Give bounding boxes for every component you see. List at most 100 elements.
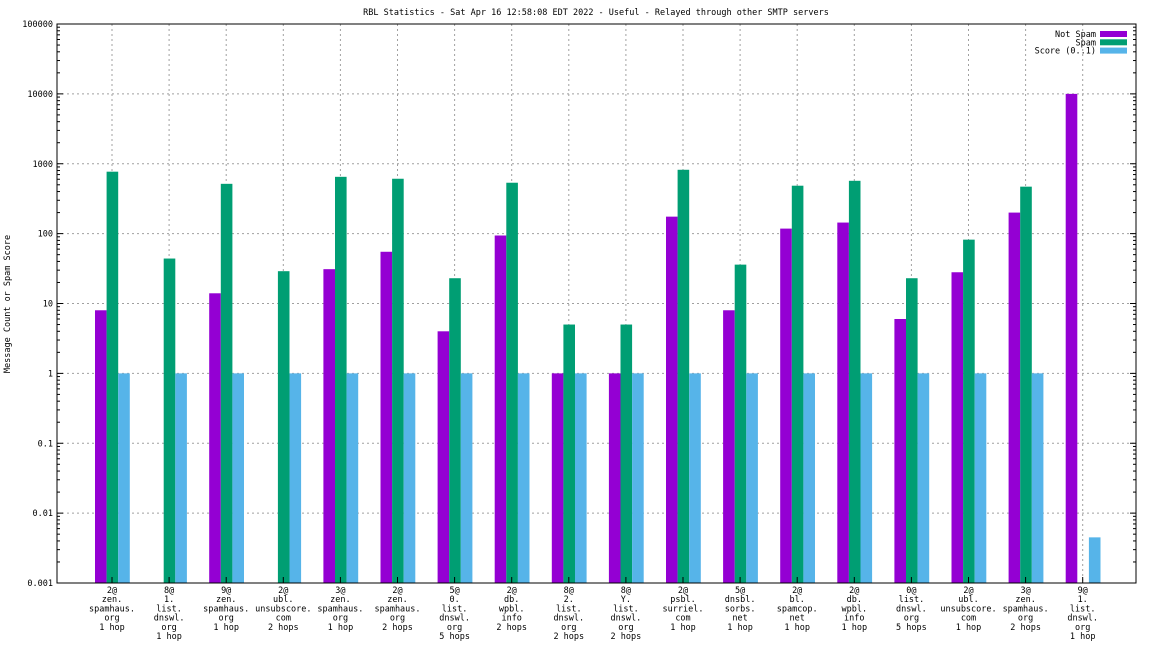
bar-score [632,373,644,583]
x-tick-label: dnswl. [611,614,642,624]
x-tick-label: dnswl. [439,614,470,624]
x-tick-label: org [447,623,462,633]
y-tick-label: 0.1 [38,439,53,449]
legend-swatch [1100,47,1127,54]
x-tick-label: list. [1070,604,1096,614]
x-tick-label: 1 hop [1070,632,1096,642]
x-tick-label: dnswl. [1067,614,1098,624]
bar-score [803,373,815,583]
bar-score [974,373,987,583]
x-tick-label: 2@ [849,586,859,596]
x-tick-label: 8@ [564,586,574,596]
x-tick-label: ubl. [958,595,978,605]
bar-spam [791,185,804,583]
x-tick-label: zen. [102,595,122,605]
x-tick-label: 2@ [507,586,517,596]
x-tick-label: 1 hop [956,623,982,633]
x-tick-label: 3@ [335,586,345,596]
x-tick-label: net [732,614,747,624]
x-tick-label: 5 hops [439,632,470,642]
x-tick-label: org [1075,623,1090,633]
x-tick-label: 2@ [678,586,688,596]
x-tick-label: com [961,614,976,624]
x-tick-label: spamhaus. [1003,604,1049,614]
x-tick-label: org [333,614,348,624]
x-tick-label: Y. [621,595,631,605]
bar-not-spam [95,310,107,583]
bar-spam [106,171,119,583]
x-tick-label: spamhaus. [89,604,135,614]
x-tick-label: spamhaus. [374,604,420,614]
x-tick-label: list. [442,604,468,614]
x-tick-label: surriel. [663,604,704,614]
x-tick-label: org [104,614,119,624]
x-tick-label: zen. [216,595,236,605]
bar-spam [335,176,347,583]
x-tick-label: spamhaus. [317,604,363,614]
x-tick-label: net [790,614,805,624]
x-tick-label: 2 hops [268,623,299,633]
x-tick-label: dnswl. [896,604,927,614]
x-tick-label: dnswl. [553,614,584,624]
bar-not-spam [1065,93,1078,583]
x-tick-label: ubl. [273,595,293,605]
x-tick-label: 1 hop [328,623,354,633]
x-tick-label: zen. [1015,595,1035,605]
x-tick-label: list. [556,604,582,614]
x-tick-label: com [276,614,291,624]
bar-score [746,373,758,583]
bar-spam [848,180,861,584]
bar-score [118,373,130,583]
bar-spam [963,239,975,583]
bar-not-spam [780,228,792,584]
y-tick-label: 100 [38,230,53,240]
bar-score [860,373,873,583]
x-tick-label: bl. [790,595,805,605]
bar-score [289,373,302,583]
x-tick-label: wpbl. [499,604,525,614]
y-tick-label: 0.001 [27,579,53,589]
x-tick-label: 2@ [963,586,973,596]
x-tick-label: org [904,614,919,624]
x-tick-label: 2@ [392,586,402,596]
bar-score [1088,537,1101,583]
x-tick-label: 8@ [164,586,174,596]
x-tick-label: 1. [1078,595,1088,605]
bar-score [232,373,244,583]
x-tick-label: spamhaus. [203,604,249,614]
x-tick-label: org [390,614,405,624]
x-tick-label: unsubscore. [255,604,311,614]
x-tick-label: 2. [564,595,574,605]
bar-spam [563,324,575,583]
x-tick-label: 1 hop [727,623,753,633]
x-tick-label: dnsbl. [725,595,756,605]
y-tick-label: 1 [48,369,53,379]
x-tick-label: 9@ [221,586,231,596]
x-tick-label: 9@ [1078,586,1088,596]
bar-score [689,373,701,583]
bar-not-spam [837,222,849,583]
x-tick-label: sorbs. [725,604,756,614]
y-axis-label: Message Count or Spam Score [3,235,13,373]
x-tick-label: db. [504,595,519,605]
bar-spam [392,178,404,584]
x-tick-label: 1 hop [156,632,182,642]
x-tick-label: list. [156,604,182,614]
x-tick-label: 2 hops [553,632,584,642]
bar-spam [906,278,918,583]
bar-score [517,373,530,583]
x-tick-label: org [561,623,576,633]
x-tick-label: org [219,614,234,624]
bar-not-spam [437,331,450,583]
bar-score [403,373,416,583]
x-tick-label: 0@ [906,586,916,596]
x-tick-label: 1 hop [670,623,696,633]
bar-not-spam [951,272,964,583]
bar-score [917,373,930,583]
x-tick-label: org [161,623,176,633]
bar-score [175,373,187,583]
chart-title: RBL Statistics - Sat Apr 16 12:58:08 EDT… [363,8,829,18]
x-tick-label: info [844,614,864,624]
bar-spam [220,183,233,583]
